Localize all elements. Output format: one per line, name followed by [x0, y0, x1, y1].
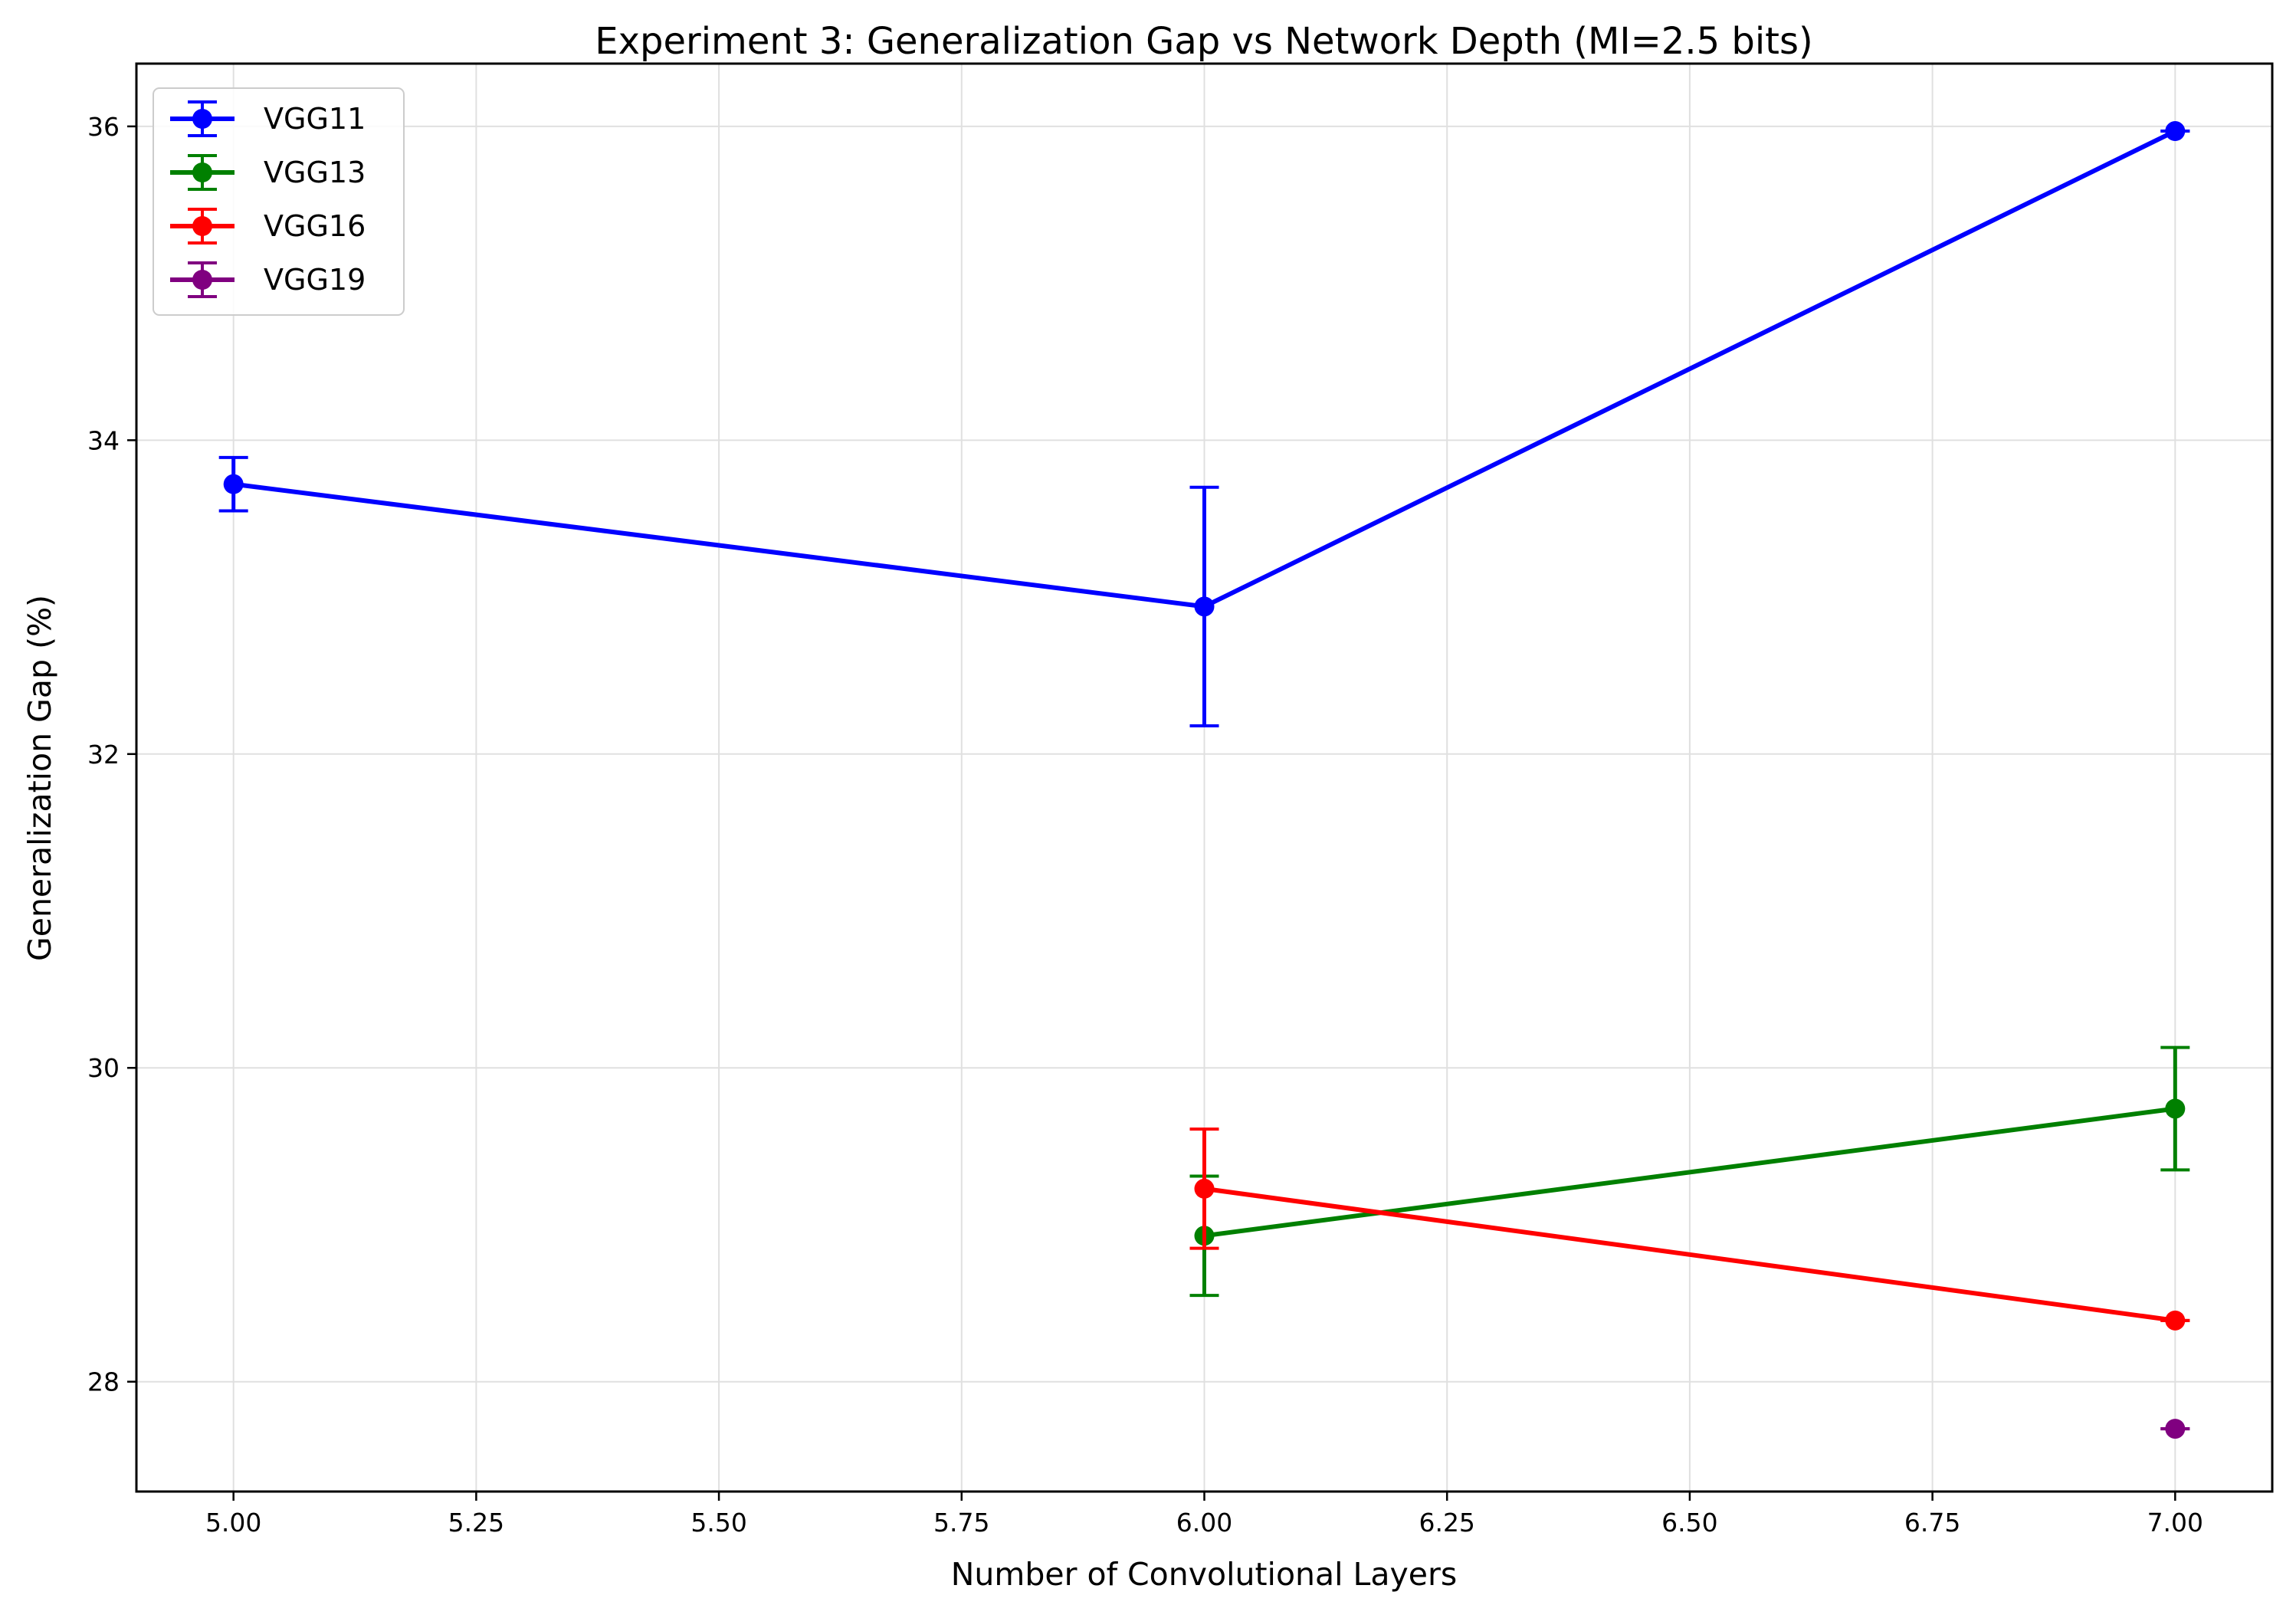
chart-title: Experiment 3: Generalization Gap vs Netw…: [595, 20, 1812, 63]
vgg11-point: [2165, 121, 2186, 142]
vgg19-point: [2165, 1419, 2186, 1439]
legend-marker: [192, 109, 212, 129]
series-vgg16: [1189, 1127, 2190, 1331]
x-tick-label: 6.50: [1661, 1508, 1717, 1538]
legend-label: VGG13: [264, 156, 366, 189]
legend-item-vgg16: VGG16: [170, 208, 366, 245]
legend-label: VGG11: [264, 102, 366, 136]
legend-item-vgg11: VGG11: [170, 100, 366, 137]
vgg13-point: [2165, 1098, 2186, 1119]
x-tick-label: 6.25: [1419, 1508, 1474, 1538]
y-tick-label: 28: [87, 1367, 120, 1397]
legend-marker: [192, 270, 212, 290]
y-tick-label: 30: [87, 1053, 120, 1083]
y-axis-label: Generalization Gap (%): [21, 595, 58, 961]
series-vgg19: [2160, 1419, 2190, 1439]
legend-label: VGG19: [264, 263, 366, 297]
x-axis-label: Number of Convolutional Layers: [951, 1556, 1457, 1593]
vgg16-point: [1194, 1178, 1215, 1199]
x-tick-label: 5.00: [205, 1508, 261, 1538]
legend-label: VGG16: [264, 209, 366, 243]
vgg11-point: [223, 474, 244, 494]
x-tick-label: 7.00: [2147, 1508, 2203, 1538]
legend-marker: [192, 216, 212, 236]
vgg16-point: [2165, 1310, 2186, 1331]
vgg11-point: [1194, 596, 1215, 617]
y-tick-label: 32: [87, 740, 120, 770]
legend-marker: [192, 162, 212, 182]
x-tick-label: 6.75: [1904, 1508, 1960, 1538]
axes: 5.00 5.25 5.50 5.75 6.00 6.25 6.50 6.75 7.00 28 30…: [87, 112, 2203, 1538]
legend-box: [153, 87, 405, 316]
legend: VGG11 VGG13 VGG16 VGG19: [153, 87, 405, 316]
y-tick-label: 34: [87, 425, 120, 455]
vgg13-line: [1204, 1106, 2176, 1239]
x-tick-label: 5.50: [690, 1508, 746, 1538]
grid: [136, 64, 2272, 1492]
vgg16-line: [1204, 1186, 2176, 1323]
x-tick-label: 5.75: [933, 1508, 989, 1538]
y-tick-label: 36: [87, 112, 120, 142]
x-tick-label: 6.00: [1176, 1508, 1232, 1538]
x-tick-label: 5.25: [448, 1508, 504, 1538]
series-vgg11: [218, 121, 2190, 727]
legend-item-vgg19: VGG19: [170, 261, 366, 298]
legend-item-vgg13: VGG13: [170, 154, 366, 191]
series-layer: [218, 121, 2190, 1439]
